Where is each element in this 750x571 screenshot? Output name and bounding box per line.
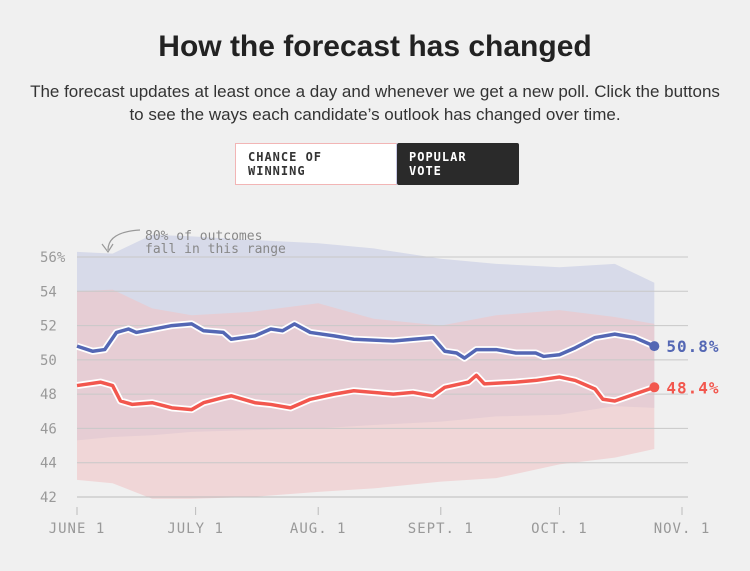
view-toggle: CHANCE OF WINNING POPULAR VOTE	[235, 143, 519, 185]
popular-vote-button[interactable]: POPULAR VOTE	[397, 143, 519, 185]
y-tick-label: 46	[40, 421, 57, 437]
series-end-point-1	[649, 382, 660, 393]
y-tick-label: 56%	[40, 250, 66, 266]
series-end-point-0	[649, 341, 660, 352]
series-line-1	[76, 373, 655, 412]
x-tick-label: JULY 1	[167, 521, 224, 537]
x-tick-label: JUNE 1	[49, 521, 106, 537]
page-subtitle: The forecast updates at least once a day…	[30, 82, 720, 124]
x-tick-label: SEPT. 1	[408, 521, 474, 537]
annotation-line-1: 80% of outcomes	[145, 229, 262, 244]
series-end-label-0: 50.8%	[666, 337, 719, 356]
y-tick-label: 54	[40, 284, 57, 300]
series-end-label-1: 48.4%	[666, 378, 719, 397]
page-title: How the forecast has changed	[158, 30, 592, 63]
arrow-head-icon	[101, 243, 114, 254]
annotation-arrow-icon	[107, 229, 141, 251]
x-tick-label: NOV. 1	[654, 521, 711, 537]
y-tick-label: 50	[40, 353, 57, 369]
x-tick-label: AUG. 1	[290, 521, 347, 537]
y-tick-label: 42	[40, 490, 57, 506]
chance-of-winning-button[interactable]: CHANCE OF WINNING	[235, 143, 397, 185]
series-line-0	[76, 322, 656, 360]
x-tick-label: OCT. 1	[531, 521, 588, 537]
y-tick-label: 44	[40, 456, 57, 472]
annotation-line-2: fall in this range	[145, 242, 286, 257]
y-tick-label: 48	[40, 387, 57, 403]
y-tick-label: 52	[40, 319, 57, 335]
